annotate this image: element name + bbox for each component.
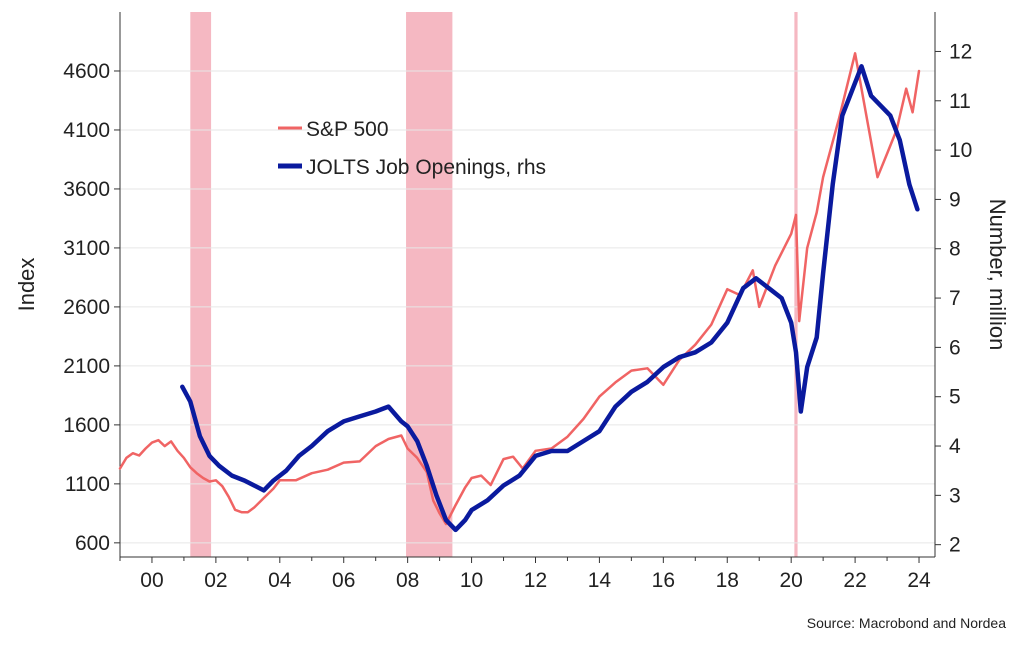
- x-tick-label-4: 08: [396, 569, 419, 592]
- y-right-tick-label-9: 11: [949, 90, 971, 113]
- y-axis-left-title: Index: [14, 258, 39, 312]
- y-left-tick-label-4: 2600: [63, 296, 110, 319]
- gridlines: [120, 70, 935, 544]
- x-tick-label-6: 12: [524, 569, 547, 592]
- y-right-tick-label-8: 10: [949, 139, 972, 162]
- y-right-tick-label-5: 7: [949, 287, 961, 310]
- x-tick-label-11: 22: [843, 569, 866, 592]
- x-tick-label-9: 18: [716, 569, 739, 592]
- y-left-tick-label-7: 4100: [63, 119, 110, 142]
- legend: S&P 500 JOLTS Job Openings, rhs: [278, 118, 546, 179]
- y-right-tick-label-4: 6: [949, 336, 961, 359]
- y-axis-right-title: Number, million: [985, 199, 1010, 351]
- y-right-tick-label-10: 12: [949, 40, 972, 63]
- series-line-jolts: [180, 64, 920, 533]
- y-right-tick-label-0: 2: [949, 534, 961, 557]
- y-left-tick-label-3: 2100: [63, 355, 110, 378]
- y-right-tick-label-7: 9: [949, 188, 961, 211]
- y-left-tick-label-1: 1100: [65, 473, 110, 496]
- axes: 6001100160021002600310036004100460023456…: [63, 12, 972, 592]
- y-right-tick-label-6: 8: [949, 238, 961, 261]
- x-tick-label-7: 14: [588, 569, 612, 592]
- x-tick-label-12: 24: [907, 569, 931, 592]
- x-tick-label-1: 02: [204, 569, 227, 592]
- y-right-tick-label-3: 5: [949, 386, 961, 409]
- legend-label-jolts: JOLTS Job Openings, rhs: [306, 156, 546, 179]
- x-tick-label-3: 06: [332, 569, 355, 592]
- y-left-tick-label-0: 600: [75, 532, 110, 555]
- x-tick-label-0: 00: [140, 569, 163, 592]
- source-note: Source: Macrobond and Nordea: [806, 615, 1006, 631]
- y-right-tick-label-1: 3: [949, 484, 961, 507]
- y-left-tick-label-8: 4600: [63, 60, 110, 83]
- recession-band-2: [794, 12, 798, 557]
- legend-label-sp500: S&P 500: [306, 118, 389, 141]
- series-lines: [118, 52, 921, 533]
- y-left-tick-label-2: 1600: [63, 414, 110, 437]
- y-left-tick-label-6: 3600: [63, 178, 110, 201]
- series-line-sp500: [118, 52, 921, 526]
- y-left-tick-label-5: 3100: [63, 237, 110, 260]
- x-tick-label-2: 04: [268, 569, 292, 592]
- x-tick-label-10: 20: [779, 569, 802, 592]
- x-tick-label-8: 16: [652, 569, 675, 592]
- y-right-tick-label-2: 4: [949, 435, 961, 458]
- x-tick-label-5: 10: [460, 569, 483, 592]
